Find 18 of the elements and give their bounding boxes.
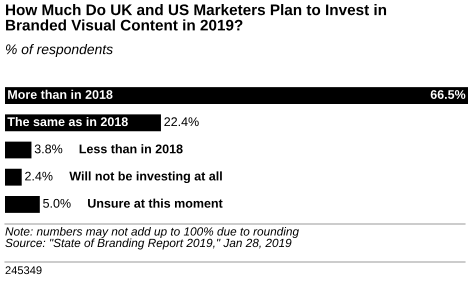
data-label: 5.0% [43, 198, 71, 208]
y-tick-label: The same as in 2018 [7, 116, 128, 126]
bar [5, 87, 468, 104]
y-tick-label: More than in 2018 [8, 90, 113, 99]
data-label: 22.4% [164, 117, 199, 126]
chart-subtitle: % of respondents [6, 44, 113, 57]
bar [5, 142, 32, 158]
data-label: 3.8% [34, 144, 62, 154]
y-tick-label: Less than in 2018 [80, 144, 183, 154]
bar [5, 168, 22, 186]
data-label: 2.4% [25, 172, 53, 181]
data-label: 66.5% [430, 90, 466, 99]
text: Note: numbers may not add up to 100% due to rounding Source: "State of Branding Report 2019," Jan 28, 2019 [5, 227, 299, 250]
y-tick-label: Will not be investing at all [69, 171, 222, 184]
bar [5, 196, 40, 213]
chart-title: How Much Do UK and US Marketers Plan to Invest in Branded Visual Content in 2019? [6, 4, 386, 31]
y-tick-label: Unsure at this moment [88, 198, 223, 208]
text: 245349 [6, 266, 42, 274]
